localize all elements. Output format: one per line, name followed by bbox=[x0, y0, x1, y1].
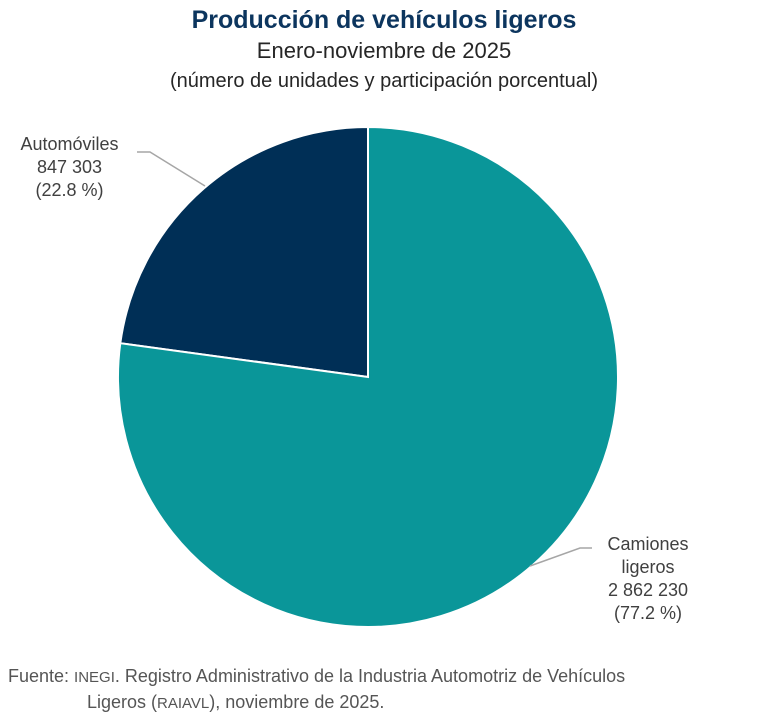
label-value: 2 862 230 bbox=[607, 580, 689, 600]
source-text-3: ), noviembre de 2025. bbox=[209, 692, 385, 712]
label-percent: (22.8 %) bbox=[35, 180, 104, 200]
chart-title: Producción de vehículos ligeros bbox=[191, 6, 577, 34]
data-label-automoviles: Automóviles 847 303 (22.8 %) bbox=[2, 133, 137, 202]
label-category: Automóviles bbox=[20, 134, 119, 154]
source-text: . Registro Administrativo de la Industri… bbox=[114, 666, 626, 686]
label-category: Camiones bbox=[607, 534, 689, 554]
chart-subtitle: Enero-noviembre de 2025 bbox=[256, 38, 512, 63]
source-note: Fuente: INEGI. Registro Administrativo d… bbox=[8, 664, 625, 716]
leader-line-automoviles bbox=[137, 151, 206, 187]
source-text-2: Ligeros ( bbox=[87, 692, 158, 712]
label-percent: (77.2 %) bbox=[613, 603, 683, 623]
label-value: 847 303 bbox=[36, 157, 103, 177]
slice-automoviles bbox=[119, 125, 369, 379]
source-org: INEGI bbox=[74, 669, 115, 686]
source-prefix: Fuente: bbox=[8, 666, 75, 686]
source-abbr: RAIAVL bbox=[157, 695, 210, 712]
chart-subtitle-units: (número de unidades y participación porc… bbox=[169, 70, 599, 92]
label-category-2: ligeros bbox=[621, 557, 675, 577]
data-label-camiones-ligeros: Camiones ligeros 2 862 230 (77.2 %) bbox=[578, 533, 718, 625]
leader-line-camiones bbox=[529, 547, 592, 567]
